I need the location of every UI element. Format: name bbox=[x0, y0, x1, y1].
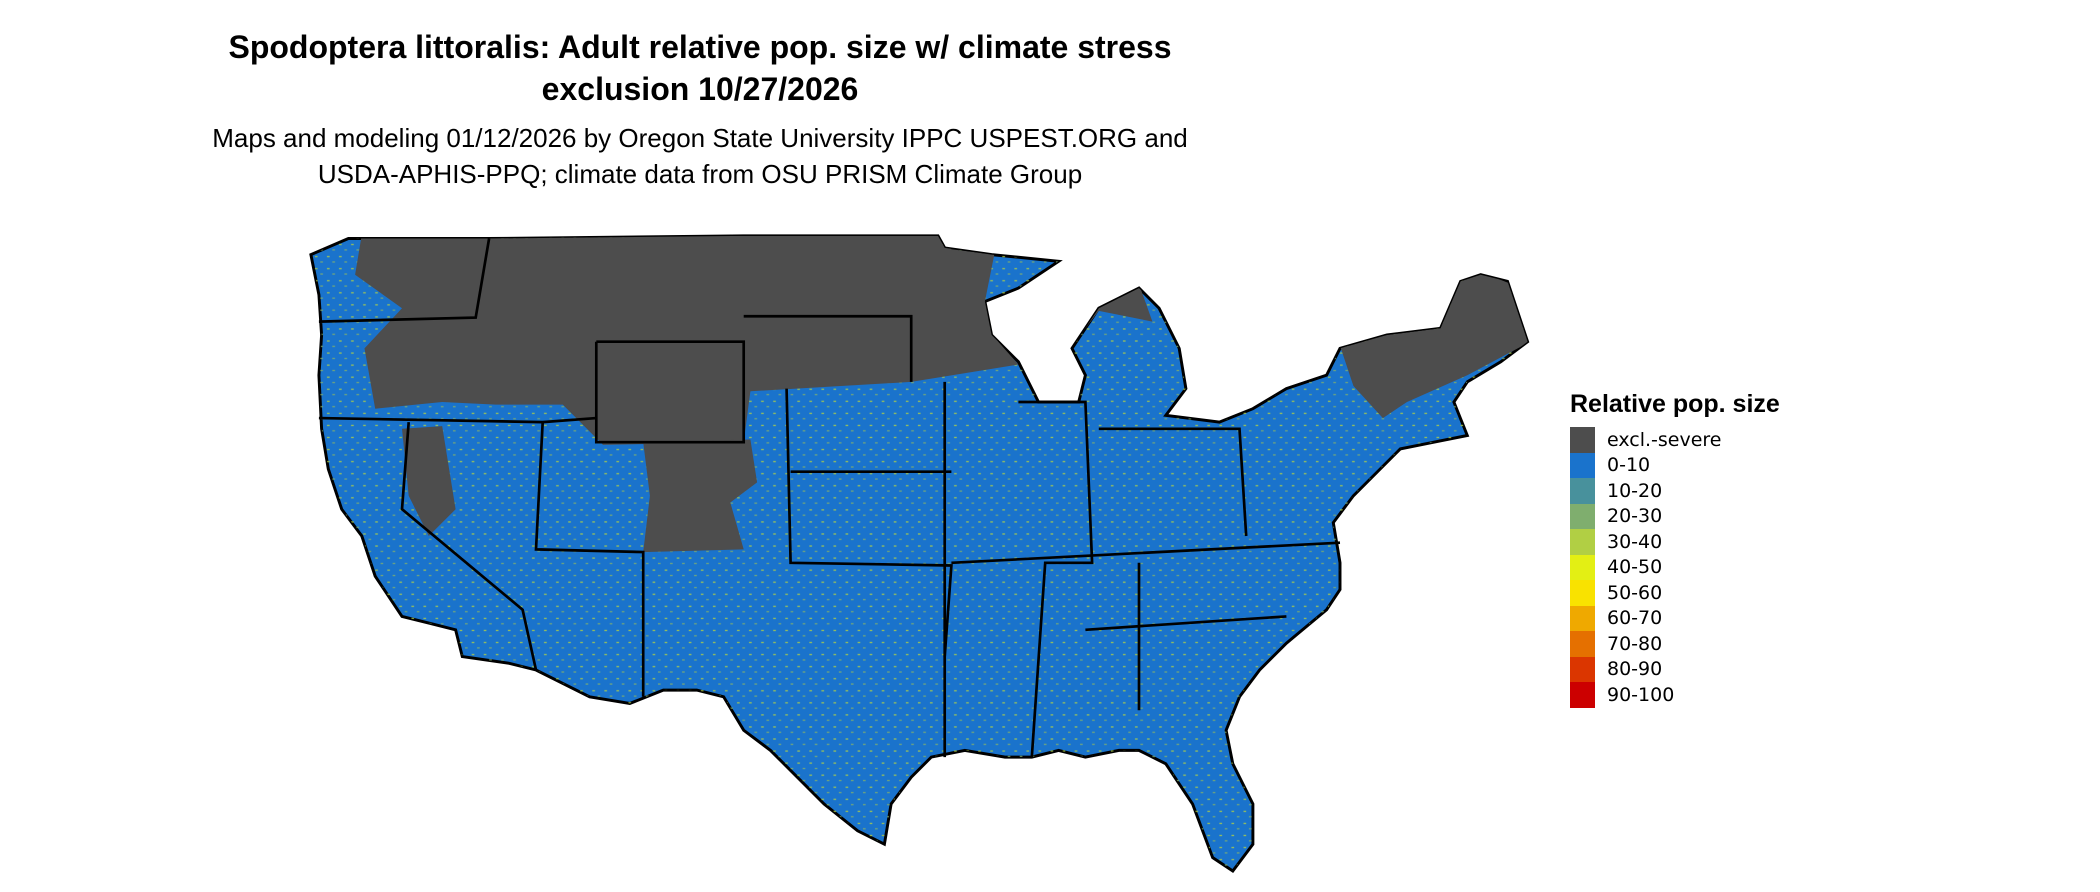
legend: Relative pop. size excl.-severe 0-10 10-20… bbox=[1570, 390, 1780, 708]
legend-item: 90-100 bbox=[1570, 682, 1780, 708]
excluded-region-northeast bbox=[1340, 272, 1528, 419]
legend-item: excl.-severe bbox=[1570, 427, 1780, 453]
legend-label: 30-40 bbox=[1607, 530, 1663, 553]
legend-label: 20-30 bbox=[1607, 505, 1663, 528]
map-title: Spodoptera littoralis: Adult relative po… bbox=[0, 26, 1400, 110]
legend-swatch bbox=[1570, 503, 1595, 529]
state-boundaries bbox=[318, 238, 1341, 758]
legend-label: 90-100 bbox=[1607, 683, 1675, 706]
legend-swatch bbox=[1570, 605, 1595, 631]
legend-title: Relative pop. size bbox=[1570, 390, 1780, 418]
legend-item: 80-90 bbox=[1570, 656, 1780, 682]
legend-swatch bbox=[1570, 427, 1595, 453]
legend-swatch bbox=[1570, 631, 1595, 657]
map-subtitle: Maps and modeling 01/12/2026 by Oregon S… bbox=[0, 120, 1400, 192]
legend-item: 0-10 bbox=[1570, 452, 1780, 478]
excluded-region-nevada bbox=[402, 426, 456, 536]
legend-item: 30-40 bbox=[1570, 529, 1780, 555]
legend-item: 40-50 bbox=[1570, 554, 1780, 580]
legend-swatch bbox=[1570, 656, 1595, 682]
legend-label: 10-20 bbox=[1607, 479, 1663, 502]
legend-swatch bbox=[1570, 529, 1595, 555]
subtitle-line-2: USDA-APHIS-PPQ; climate data from OSU PR… bbox=[317, 159, 1083, 189]
legend-label: excl.-severe bbox=[1607, 428, 1722, 451]
legend-swatch bbox=[1570, 478, 1595, 504]
legend-label: 40-50 bbox=[1607, 556, 1663, 579]
legend-item: 20-30 bbox=[1570, 503, 1780, 529]
legend-item: 60-70 bbox=[1570, 605, 1780, 631]
legend-item: 50-60 bbox=[1570, 580, 1780, 606]
legend-label: 60-70 bbox=[1607, 607, 1663, 630]
legend-label: 80-90 bbox=[1607, 658, 1663, 681]
legend-label: 50-60 bbox=[1607, 581, 1663, 604]
subtitle-line-1: Maps and modeling 01/12/2026 by Oregon S… bbox=[212, 123, 1188, 153]
excluded-region-colorado bbox=[643, 439, 758, 553]
legend-label: 70-80 bbox=[1607, 632, 1663, 655]
legend-swatch bbox=[1570, 452, 1595, 478]
title-line-1: Spodoptera littoralis: Adult relative po… bbox=[228, 29, 1172, 65]
legend-item: 10-20 bbox=[1570, 478, 1780, 504]
legend-label: 0-10 bbox=[1607, 454, 1651, 477]
title-line-2: exclusion 10/27/2026 bbox=[541, 71, 859, 107]
excluded-region-northern-plains bbox=[355, 235, 1019, 445]
legend-swatch bbox=[1570, 554, 1595, 580]
legend-swatch bbox=[1570, 580, 1595, 606]
legend-swatch bbox=[1570, 682, 1595, 708]
legend-item: 70-80 bbox=[1570, 631, 1780, 657]
